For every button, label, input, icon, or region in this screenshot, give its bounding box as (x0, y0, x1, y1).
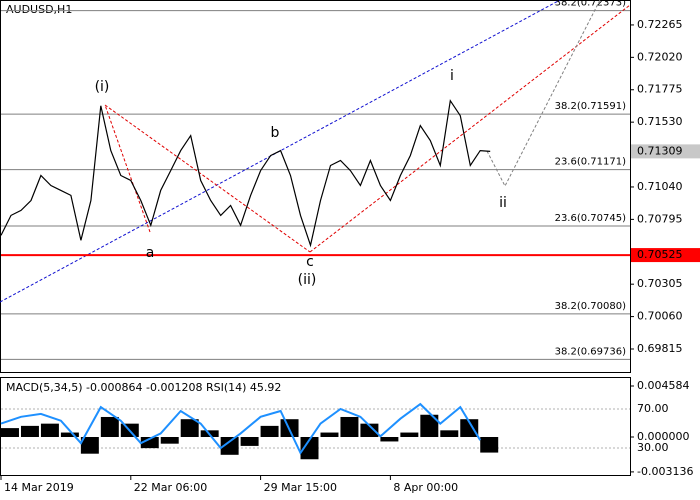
macd-bar (40, 423, 59, 438)
y-tick-label: 0.71040 (637, 180, 683, 193)
wave-label: a (146, 245, 155, 261)
y-tick-label: 0.004584 (637, 379, 690, 392)
macd-bar (340, 416, 359, 438)
y2-tick-label: 30.00 (637, 441, 669, 454)
price-box-label: 0.70525 (637, 248, 683, 261)
macd-bar (420, 414, 439, 438)
macd-bar (100, 416, 119, 438)
fib-label: 38.2(0.71591) (555, 101, 627, 112)
macd-bar (440, 430, 459, 438)
macd-bar (60, 432, 79, 438)
y-tick-label: 0.70305 (637, 277, 683, 290)
indicator-title: MACD(5,34,5) -0.000864 -0.001208 RSI(14)… (6, 381, 281, 394)
wave-label: (ii) (298, 272, 317, 288)
rsi-line (0, 402, 482, 455)
main-panel (0, 0, 631, 373)
wave-line (104, 104, 311, 253)
macd-bar (460, 419, 479, 438)
x-tick-label: 29 Mar 15:00 (264, 481, 337, 494)
macd-bar (380, 437, 399, 442)
y-tick-label: -0.003136 (637, 465, 693, 478)
wave-label: (i) (95, 79, 110, 95)
price-line (0, 99, 491, 248)
macd-bar (480, 437, 499, 453)
macd-bar (240, 437, 259, 446)
wave-line (0, 0, 561, 303)
macd-bar (140, 437, 159, 449)
macd-bar (320, 432, 339, 438)
x-tick-label: 8 Apr 00:00 (393, 481, 458, 494)
wave-label: i (450, 68, 454, 84)
y-tick-label: 0.71530 (637, 115, 683, 128)
macd-bar (80, 437, 99, 454)
y-tick-label: 0.000000 (637, 430, 690, 443)
fib-label: 38.2(0.72373) (555, 0, 627, 9)
macd-bar (360, 423, 379, 438)
fib-label: 38.2(0.70080) (555, 301, 627, 312)
wave-label: c (306, 254, 314, 270)
macd-bar (20, 425, 39, 438)
fib-label: 23.6(0.71171) (555, 157, 627, 168)
y-tick-label: 0.71775 (637, 83, 683, 96)
macd-bar (260, 425, 279, 438)
macd-bar (160, 437, 179, 444)
wave-label: b (271, 125, 280, 141)
macd-bar (300, 437, 319, 460)
y-tick-label: 0.72020 (637, 50, 683, 63)
y-tick-label: 0.70060 (637, 310, 683, 323)
macd-bar (220, 437, 239, 455)
y-tick-label: 0.70795 (637, 212, 683, 225)
macd-bar (1, 428, 19, 438)
macd-bar (180, 419, 199, 438)
wave-line (104, 104, 151, 233)
macd-bar (400, 432, 419, 438)
fib-label: 23.6(0.70745) (555, 213, 627, 224)
x-tick-label: 22 Mar 06:00 (134, 481, 207, 494)
y-tick-label: 0.72265 (637, 18, 683, 31)
x-tick-label: 14 Mar 2019 (4, 481, 74, 494)
price-box (631, 144, 700, 159)
chart-title: AUDUSD,H1 (6, 3, 72, 16)
price-box-label: 0.71309 (637, 144, 683, 157)
y-tick-label: 0.69815 (637, 342, 683, 355)
fib-label: 38.2(0.69736) (555, 346, 627, 357)
price-box (631, 248, 700, 263)
y2-tick-label: 70.00 (637, 402, 669, 415)
wave-label: ii (499, 195, 507, 211)
